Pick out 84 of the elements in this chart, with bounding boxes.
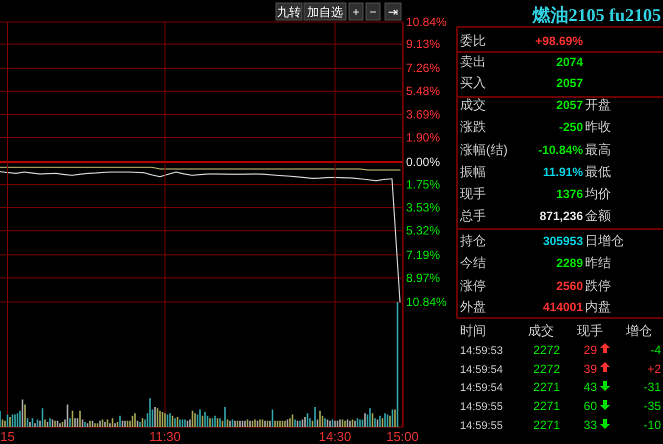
text: 1376 [556,187,584,201]
text: 2272 [533,362,560,376]
text: 871,236 [540,209,584,223]
text: 日增仓 [585,233,624,248]
text: +2 [647,362,662,376]
text: 开盘 [585,97,611,112]
text: 2560 [556,279,584,293]
text: 跌停 [585,278,611,293]
text: -10 [644,418,662,432]
text: -10.84% [538,143,584,157]
y-tick-label: 10.84% [406,15,448,29]
text: 29 [584,343,598,357]
text: 60 [584,399,598,413]
y-tick-label: 3.69% [406,107,440,122]
x-tick-label: 14:30 [318,429,352,444]
text: 39 [584,362,598,376]
text: 414001 [542,300,584,314]
text: 涨幅(结) [460,142,508,157]
text: 昨收 [585,119,611,134]
text: 最低 [585,164,611,179]
y-tick-label: 1.75% [406,178,440,192]
text: 委比 [460,33,486,48]
y-tick-label: 7.19% [406,248,440,262]
y-tick-label: 5.32% [406,224,440,238]
text: 今结 [460,255,486,270]
text: 成交 [460,97,486,112]
text: 2057 [556,98,584,112]
text: 现手 [577,323,603,338]
text: 九转 [277,5,301,19]
text: 持仓 [460,233,486,248]
text: 燃油2105 fu2105 [531,5,661,25]
text: 振幅 [460,164,486,179]
text: 14:59:55 [460,401,503,413]
text: 305953 [542,234,584,248]
text: ⇥ [388,5,398,19]
y-tick-label: 10.84% [406,295,448,309]
text: 2057 [556,76,584,90]
text: 2289 [556,256,584,270]
x-tick-label: 15:00 [386,429,419,444]
text: 最高 [585,142,611,157]
y-tick-label: 1.90% [406,130,440,144]
text: 2074 [556,55,584,69]
text: 金额 [585,208,611,223]
x-tick-label: 11:30 [149,429,181,444]
text: 外盘 [460,299,486,314]
text: 14:59:55 [460,420,503,432]
text: 均价 [584,186,611,201]
text: 14:59:54 [460,364,503,376]
text: 现手 [460,186,486,201]
text: -35 [644,399,662,413]
text: 昨结 [585,255,611,270]
x-tick-label: 15 [0,429,15,444]
text: 2271 [533,399,560,413]
text: 卖出 [460,54,486,69]
text: 成交 [528,323,554,338]
text: 买入 [460,75,486,90]
text: 涨停 [460,278,486,293]
text: -250 [558,120,584,134]
text: 11.91% [542,165,584,179]
y-tick-label: 3.53% [406,200,440,215]
text: 14:59:53 [460,345,503,357]
text: 增仓 [625,323,652,338]
text: 2271 [533,418,560,432]
text: 14:59:54 [460,382,503,394]
y-tick-label: 5.48% [406,84,440,98]
text: 总手 [459,208,486,223]
text: +98.69% [535,34,584,48]
text: − [369,5,377,19]
text: 时间 [460,323,486,338]
text: 43 [584,380,598,394]
line-series [0,171,401,303]
y-tick-label: 7.26% [406,61,440,76]
text: 33 [584,418,598,432]
text: + [352,5,360,19]
text: -31 [644,380,662,394]
text: 2272 [533,343,560,357]
y-tick-label: 9.13% [406,37,440,52]
y-tick-label: 0.00% [406,155,440,169]
text: 2271 [533,380,560,394]
text: 涨跌 [460,119,486,134]
y-tick-label: 8.97% [406,270,440,285]
text: -4 [650,343,662,357]
text: 内盘 [585,299,611,314]
text: 加自选 [307,5,343,19]
